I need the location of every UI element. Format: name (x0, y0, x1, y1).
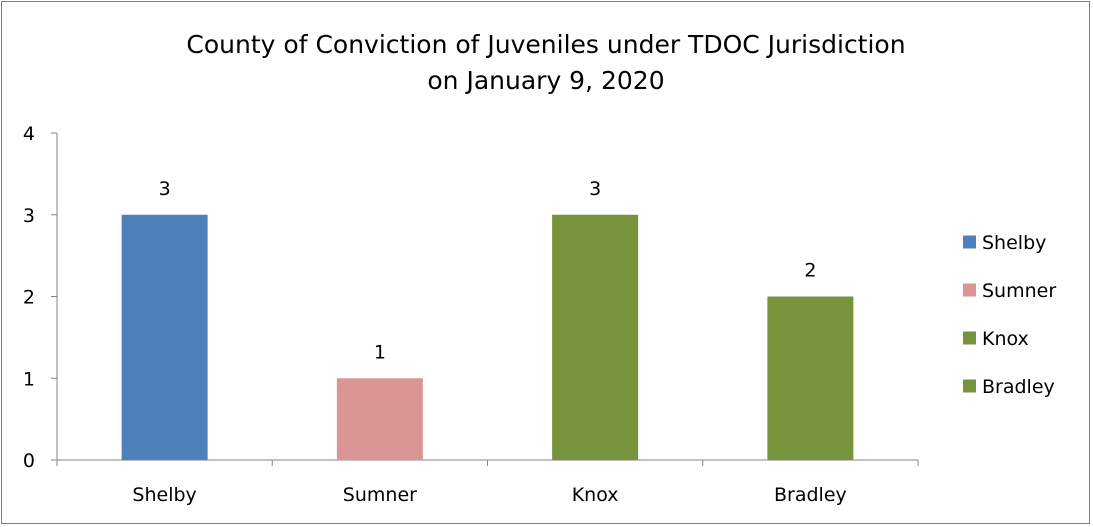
legend: Shelby Sumner Knox Bradley (963, 232, 1056, 398)
legend-label-bradley: Bradley (982, 376, 1055, 398)
data-label-sumner: 1 (374, 341, 386, 363)
bar-shelby (121, 214, 208, 460)
x-tick-label-bradley: Bradley (774, 484, 847, 506)
y-axis: 0 1 2 3 4 (23, 123, 58, 472)
data-labels: 3 1 3 2 (159, 178, 817, 364)
y-tick-label: 1 (23, 368, 35, 390)
legend-label-sumner: Sumner (982, 280, 1056, 302)
data-label-knox: 3 (589, 178, 601, 200)
y-tick-label: 4 (23, 123, 35, 145)
legend-label-knox: Knox (982, 328, 1029, 350)
legend-label-shelby: Shelby (982, 232, 1046, 254)
bars (121, 214, 854, 460)
legend-swatch-shelby (963, 235, 976, 249)
bar-bradley (767, 296, 854, 460)
x-tick-label-shelby: Shelby (132, 484, 196, 506)
x-tick-label-sumner: Sumner (343, 484, 417, 506)
x-tick-label-knox: Knox (572, 484, 619, 506)
chart-title-line-2: on January 9, 2020 (427, 66, 664, 95)
legend-swatch-sumner (963, 283, 976, 297)
bar-knox (552, 214, 639, 460)
x-axis: Shelby Sumner Knox Bradley (56, 459, 919, 506)
bar-sumner (336, 378, 423, 460)
y-tick-label: 0 (23, 450, 35, 472)
y-tick-label: 2 (23, 287, 35, 309)
legend-swatch-knox (963, 331, 976, 345)
data-label-bradley: 2 (804, 260, 816, 282)
data-label-shelby: 3 (159, 178, 171, 200)
chart-title-line-1: County of Conviction of Juveniles under … (186, 30, 905, 59)
legend-swatch-bradley (963, 379, 976, 393)
y-tick-label: 3 (23, 205, 35, 227)
